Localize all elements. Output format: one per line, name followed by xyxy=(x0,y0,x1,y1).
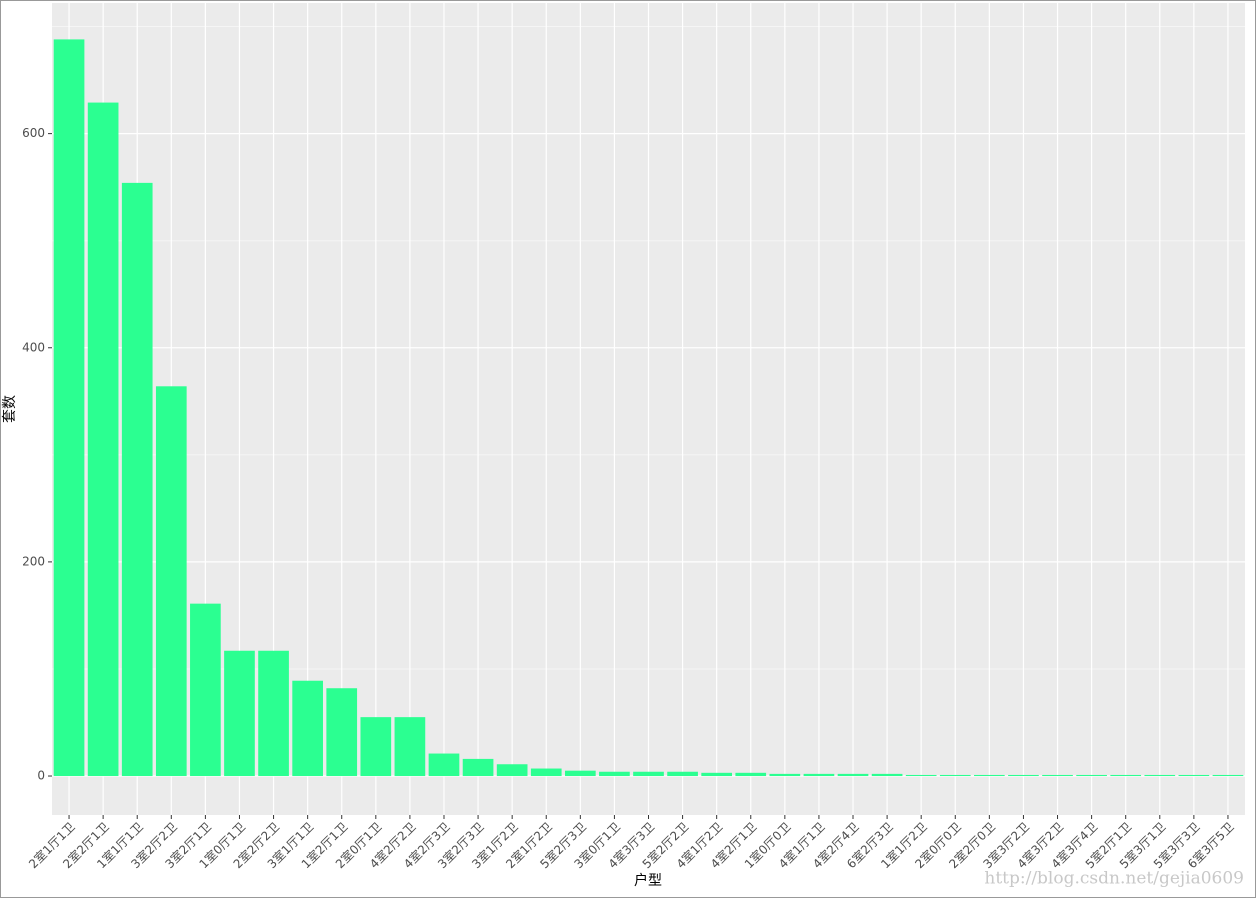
bar xyxy=(224,650,255,777)
bar xyxy=(735,772,767,777)
bar xyxy=(190,603,221,777)
bar xyxy=(121,182,153,777)
bar xyxy=(1178,774,1210,777)
bar xyxy=(939,774,971,777)
bar xyxy=(1042,774,1073,777)
bar xyxy=(360,717,392,777)
bar xyxy=(496,764,528,777)
bar xyxy=(1008,774,1039,777)
y-tick-label: 600 xyxy=(22,126,45,140)
bar xyxy=(564,770,596,777)
bar xyxy=(1110,774,1142,777)
bar xyxy=(1212,774,1244,777)
bar xyxy=(837,773,869,777)
bar xyxy=(53,39,85,777)
bar xyxy=(428,753,460,777)
bar xyxy=(667,771,698,777)
y-tick-label: 0 xyxy=(37,769,45,783)
y-axis-title: 套数 xyxy=(2,395,18,423)
bar xyxy=(974,774,1005,777)
bar xyxy=(769,773,801,777)
bar xyxy=(530,768,562,777)
bar xyxy=(871,773,903,777)
bar xyxy=(701,772,733,777)
bar xyxy=(292,680,323,777)
bar xyxy=(599,771,630,777)
x-axis-title: 户型 xyxy=(634,872,662,889)
bar xyxy=(1144,774,1176,777)
bar xyxy=(803,773,835,777)
bar xyxy=(1076,774,1107,777)
bar xyxy=(258,650,289,777)
bar xyxy=(326,688,358,777)
bar xyxy=(462,758,494,777)
watermark: http://blog.csdn.net/gejia0609 xyxy=(984,869,1244,889)
bar xyxy=(905,774,937,777)
bar xyxy=(155,386,187,777)
y-tick-label: 400 xyxy=(22,340,45,354)
bar xyxy=(394,717,426,777)
bar xyxy=(633,771,664,777)
y-tick-label: 200 xyxy=(22,554,45,568)
bar xyxy=(87,102,119,777)
